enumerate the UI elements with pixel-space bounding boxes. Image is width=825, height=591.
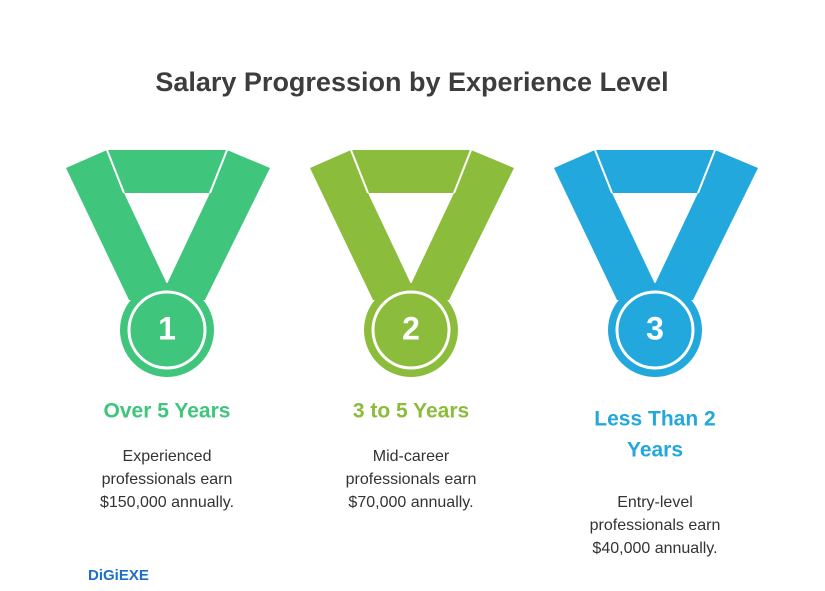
medal-number: 1	[158, 310, 176, 346]
ribbon-divider	[453, 149, 472, 194]
item-description: $40,000 annually.	[592, 540, 717, 557]
medal: 3	[554, 149, 758, 377]
item-heading: Years	[627, 439, 683, 462]
ribbon-divider	[106, 149, 125, 194]
item-description: $70,000 annually.	[348, 494, 473, 511]
ribbon-cutout	[612, 193, 698, 284]
medal-number: 3	[646, 310, 664, 346]
ribbon-cutout	[124, 193, 210, 284]
title: Salary Progression by Experience Level	[155, 67, 668, 97]
brand-logo: DiGiEXE	[88, 567, 149, 584]
medal-ring	[371, 290, 451, 370]
ribbon-divider	[209, 149, 228, 194]
item-description: Mid-career	[373, 448, 450, 465]
medal-ring	[127, 290, 207, 370]
item-description: $150,000 annually.	[100, 494, 234, 511]
medal: 1	[66, 149, 270, 377]
item-description: Entry-level	[617, 494, 693, 511]
item-description: Experienced	[123, 448, 212, 465]
medal-circle	[364, 283, 458, 377]
item-description: professionals earn	[346, 471, 477, 488]
ribbon-divider	[594, 149, 613, 194]
medal: 2	[310, 149, 514, 377]
medal-circle	[120, 283, 214, 377]
medal-number: 2	[402, 310, 420, 346]
item-heading: Over 5 Years	[104, 400, 231, 423]
medal-ring	[615, 290, 695, 370]
ribbon-cutout	[368, 193, 454, 284]
item-description: professionals earn	[590, 517, 721, 534]
item-heading: Less Than 2	[594, 408, 715, 431]
ribbon-divider	[697, 149, 716, 194]
item-description: professionals earn	[102, 471, 233, 488]
medal-circle	[608, 283, 702, 377]
ribbon-divider	[350, 149, 369, 194]
item-heading: 3 to 5 Years	[353, 400, 469, 423]
